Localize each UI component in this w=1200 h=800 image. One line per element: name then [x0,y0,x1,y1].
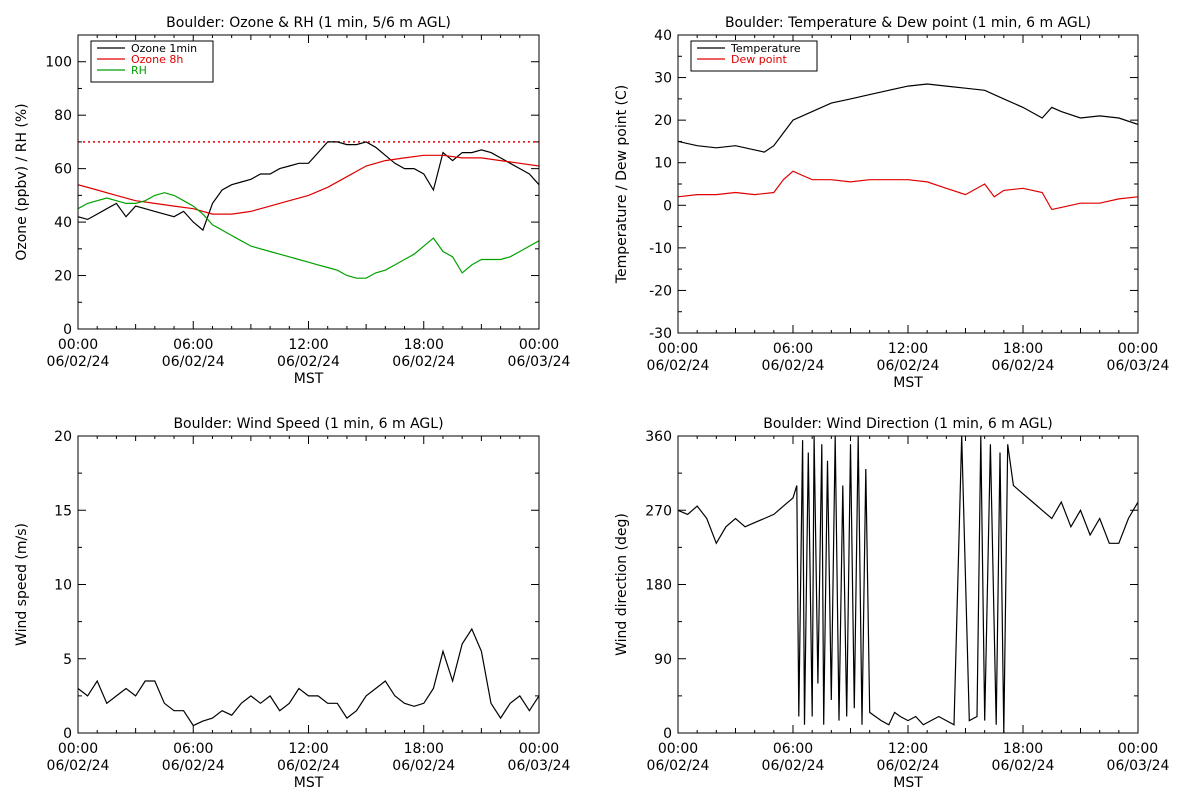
y-tick-label: 30 [654,71,672,87]
chart-title: Boulder: Wind Direction (1 min, 6 m AGL) [763,416,1052,432]
x-tick-date-label: 06/02/24 [277,758,340,774]
y-tick-label: 10 [54,578,72,594]
x-tick-time-label: 12:00 [888,341,928,357]
y-tick-label: 60 [54,162,72,178]
x-tick-date-label: 06/02/24 [762,758,825,774]
x-tick-time-label: 00:00 [658,341,698,357]
x-tick-date-label: 06/02/24 [992,358,1055,374]
y-tick-label: 0 [63,726,72,742]
y-axis-label: Ozone (ppbv) / RH (%) [14,103,30,260]
chart-panel-wind_dir: Boulder: Wind Direction (1 min, 6 m AGL)… [614,416,1170,791]
chart-title: Boulder: Ozone & RH (1 min, 5/6 m AGL) [166,15,451,31]
x-tick-time-label: 00:00 [519,337,559,353]
x-tick-date-label: 06/02/24 [162,758,225,774]
x-tick-date-label: 06/03/24 [508,758,571,774]
plot-frame [77,34,540,330]
x-tick-time-label: 00:00 [1118,341,1158,357]
x-tick-time-label: 12:00 [888,741,928,757]
y-tick-label: -10 [649,241,672,257]
x-tick-date-label: 06/02/24 [992,758,1055,774]
x-tick-date-label: 06/02/24 [277,354,340,370]
x-tick-date-label: 06/02/24 [877,758,940,774]
x-tick-time-label: 06:00 [773,341,813,357]
x-tick-time-label: 00:00 [1118,741,1158,757]
legend-box [690,40,818,72]
x-tick-time-label: 06:00 [173,741,213,757]
plot-frame [677,34,1139,334]
series-line-0 [678,436,1138,733]
x-tick-time-label: 18:00 [1003,741,1043,757]
chart-panel-temp_dew: Boulder: Temperature & Dew point (1 min,… [614,15,1170,391]
x-tick-date-label: 06/02/24 [392,354,455,370]
y-axis-label: Wind speed (m/s) [14,523,30,646]
x-tick-date-label: 06/02/24 [877,358,940,374]
x-axis-label: MST [294,371,324,387]
y-tick-label: 40 [54,215,72,231]
y-tick-label: 15 [54,503,72,519]
y-tick-label: 100 [45,55,72,71]
chart-title: Boulder: Temperature & Dew point (1 min,… [725,15,1091,31]
y-tick-label: 0 [663,726,672,742]
y-tick-label: 20 [54,269,72,285]
x-tick-time-label: 18:00 [404,741,444,757]
y-tick-label: -20 [649,283,672,299]
chart-title: Boulder: Wind Speed (1 min, 6 m AGL) [173,416,443,432]
y-tick-label: -30 [649,326,672,342]
x-tick-time-label: 18:00 [404,337,444,353]
x-tick-date-label: 06/02/24 [162,354,225,370]
y-axis-label: Temperature / Dew point (C) [614,85,630,284]
y-tick-label: 90 [654,652,672,668]
series-line-0 [78,141,539,232]
plot-frame [677,435,1139,734]
chart-panel-wind_speed: Boulder: Wind Speed (1 min, 6 m AGL) Wind… [14,416,571,791]
x-tick-date-label: 06/02/24 [647,758,710,774]
legend-label: Ozone 8h [131,53,183,66]
legend-label: Temperature [730,42,801,55]
x-axis-label: MST [893,775,923,791]
legend-label: RH [131,64,147,77]
y-tick-label: 20 [54,429,72,445]
x-tick-time-label: 06:00 [173,337,213,353]
x-tick-date-label: 06/02/24 [47,354,110,370]
x-axis-label: MST [294,775,324,791]
x-tick-time-label: 06:00 [773,741,813,757]
x-tick-date-label: 06/03/24 [1107,758,1170,774]
legend-label: Dew point [731,53,787,66]
x-tick-date-label: 06/02/24 [47,758,110,774]
y-tick-label: 0 [63,322,72,338]
y-tick-label: 0 [663,198,672,214]
series-line-0 [678,83,1138,153]
y-tick-label: 20 [654,113,672,129]
y-tick-label: 5 [63,652,72,668]
x-tick-date-label: 06/02/24 [762,358,825,374]
series-line-2 [78,192,539,279]
y-tick-label: 40 [654,28,672,44]
series-line-1 [78,154,539,215]
series-line-1 [678,170,1138,211]
x-tick-time-label: 00:00 [58,337,98,353]
x-tick-time-label: 12:00 [288,741,328,757]
plot-frame [77,435,540,734]
y-tick-label: 10 [654,156,672,172]
x-tick-time-label: 00:00 [658,741,698,757]
legend-label: Ozone 1min [131,42,197,55]
series-line-0 [78,627,539,727]
x-tick-time-label: 00:00 [519,741,559,757]
x-axis-label: MST [893,375,923,391]
y-tick-label: 180 [645,578,672,594]
x-tick-date-label: 06/03/24 [1107,358,1170,374]
y-tick-label: 80 [54,108,72,124]
x-tick-time-label: 18:00 [1003,341,1043,357]
x-tick-date-label: 06/02/24 [647,358,710,374]
x-tick-time-label: 12:00 [288,337,328,353]
x-tick-time-label: 00:00 [58,741,98,757]
y-tick-label: 270 [645,503,672,519]
x-tick-date-label: 06/03/24 [508,354,571,370]
y-axis-label: Wind direction (deg) [614,513,630,656]
x-tick-date-label: 06/02/24 [392,758,455,774]
y-tick-label: 360 [645,429,672,445]
chart-panel-ozone_rh: Boulder: Ozone & RH (1 min, 5/6 m AGL) Oz… [14,15,571,387]
